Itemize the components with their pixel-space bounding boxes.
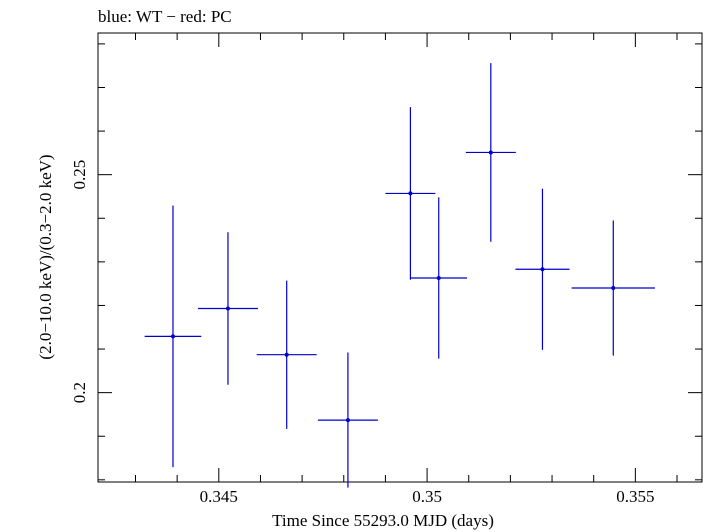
point-marker xyxy=(284,352,289,357)
y-tick-label: 0.25 xyxy=(70,160,89,190)
point-marker xyxy=(225,306,230,311)
data-point xyxy=(197,232,258,385)
plot-frame xyxy=(97,32,703,483)
data-point xyxy=(515,188,570,350)
data-point xyxy=(385,107,436,280)
y-tick-label: 0.2 xyxy=(70,382,89,403)
point-marker xyxy=(345,418,350,423)
point-marker xyxy=(611,286,616,291)
data-point xyxy=(410,197,468,359)
point-marker xyxy=(540,267,545,272)
x-tick-label: 0.355 xyxy=(616,487,654,506)
point-marker xyxy=(170,334,175,339)
x-tick-label: 0.345 xyxy=(200,487,238,506)
data-point xyxy=(256,280,317,429)
axis-tick-labels: 0.345 0.35 0.355 0.2 0.25 xyxy=(70,160,654,506)
x-tick-label: 0.35 xyxy=(412,487,442,506)
chart-title: blue: WT − red: PC xyxy=(98,7,232,26)
data-point xyxy=(144,205,202,468)
data-point xyxy=(465,63,516,242)
x-axis-label: Time Since 55293.0 MJD (days) xyxy=(272,511,494,530)
y-axis-label: (2.0−10.0 keV)/(0.3−2.0 keV) xyxy=(36,154,55,359)
data-points xyxy=(144,63,655,488)
point-marker xyxy=(436,275,441,280)
data-point xyxy=(571,220,655,356)
data-point xyxy=(317,352,378,488)
axis-ticks xyxy=(98,33,702,482)
point-marker xyxy=(488,150,493,155)
point-marker xyxy=(408,191,413,196)
